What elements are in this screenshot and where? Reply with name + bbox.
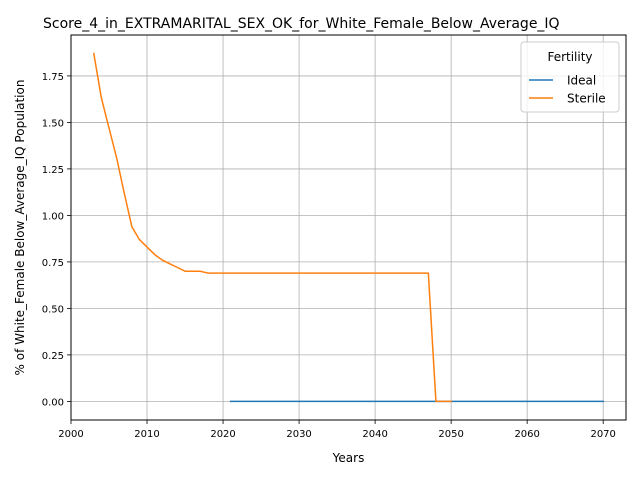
- legend: Fertility Ideal Sterile: [520, 41, 620, 113]
- x-tick-label: 2030: [286, 429, 311, 440]
- x-tick-label: 2050: [438, 429, 463, 440]
- x-tick-label: 2040: [362, 429, 387, 440]
- legend-title: Fertility: [547, 50, 592, 64]
- y-tick-label: 0.25: [42, 351, 64, 362]
- series-line-sterile: [92, 52, 452, 403]
- x-tick-label: 2000: [58, 429, 83, 440]
- x-tick-label: 2010: [134, 429, 159, 440]
- x-tick-label: 2070: [590, 429, 615, 440]
- y-tick-label: 0.75: [42, 258, 64, 269]
- x-tick-label: 2060: [514, 429, 539, 440]
- y-axis-label: % of White_Female Below_Average_IQ Popul…: [13, 80, 27, 376]
- legend-label-sterile: Sterile: [567, 92, 606, 106]
- x-axis-label: Years: [332, 451, 365, 465]
- y-tick-label: 0.50: [42, 304, 64, 315]
- y-tick-label: 1.50: [42, 118, 64, 129]
- legend-box: [520, 41, 620, 113]
- series-layer: [92, 52, 604, 403]
- y-tick-label: 1.25: [42, 165, 64, 176]
- grid-layer: [70, 35, 626, 420]
- legend-label-ideal: Ideal: [567, 74, 596, 88]
- y-tick-label: 1.00: [42, 211, 64, 222]
- x-tick-label: 2020: [210, 429, 235, 440]
- y-tick-label: 1.75: [42, 72, 64, 83]
- chart-title: Score_4_in_EXTRAMARITAL_SEX_OK_for_White…: [43, 16, 560, 32]
- plot-frame: [70, 34, 627, 421]
- y-tick-label: 0.00: [42, 397, 64, 408]
- tick-layer: 2000 2010 2020 2030 2040 2050 2060 2070 0.00 0.25…: [42, 72, 616, 440]
